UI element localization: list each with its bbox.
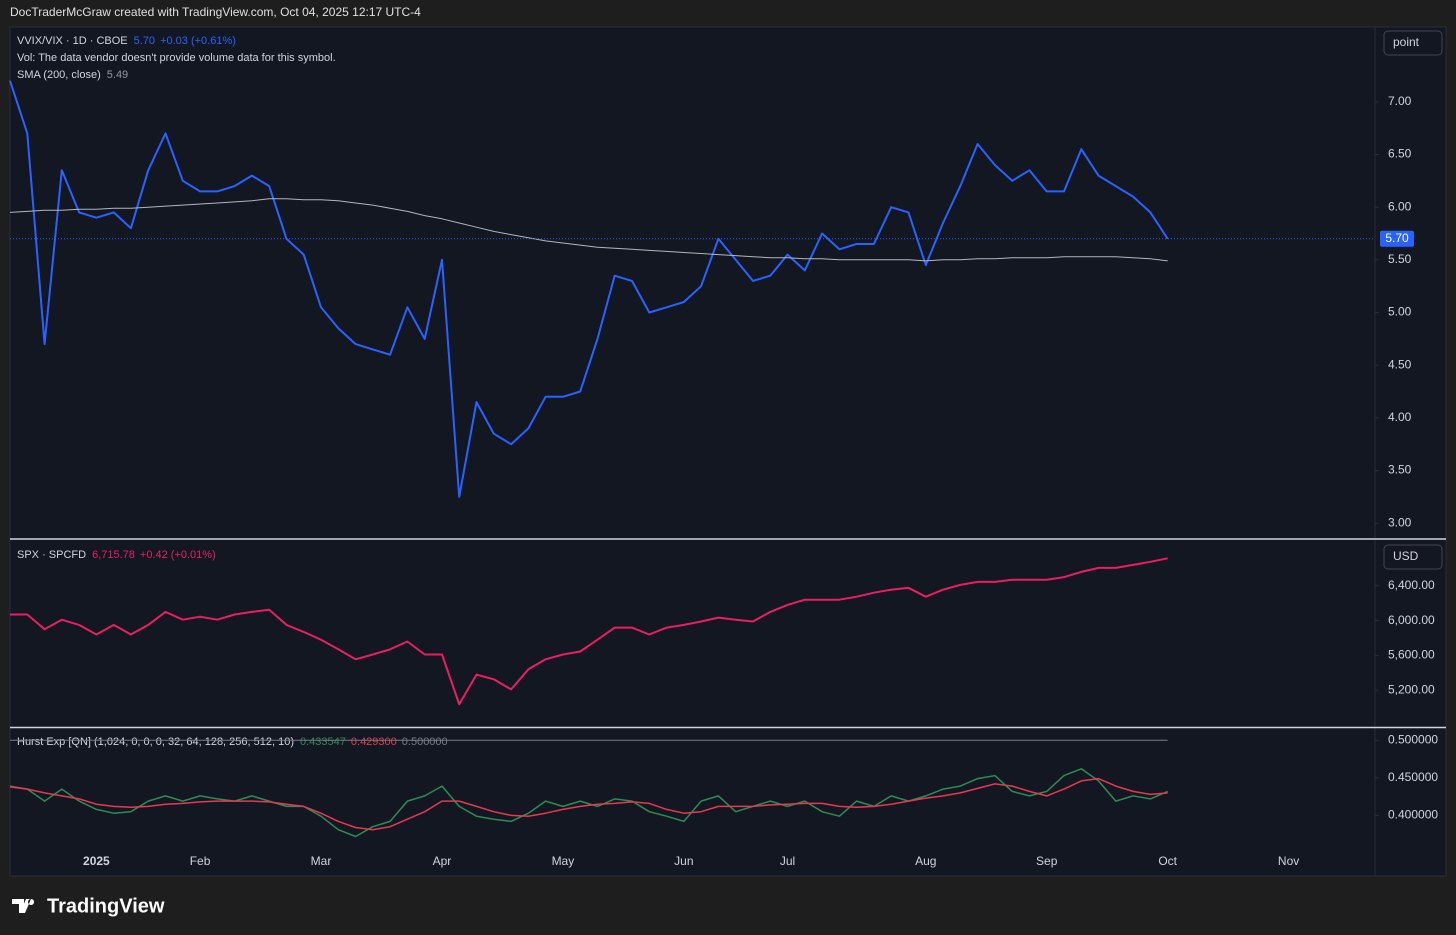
y-tick-label: 4.50 (1388, 357, 1412, 371)
indicator-title: Hurst Exp [QN] (1,024, 0, 0, 0, 32, 64, … (17, 736, 294, 748)
series-line (9, 768, 1168, 838)
indicator-value: 0.500000 (402, 736, 448, 748)
price-change: +0.42 (+0.01%) (140, 549, 216, 561)
x-tick-label: Sep (1036, 854, 1058, 868)
logo-icon (12, 899, 35, 913)
y-tick-label: 5.50 (1388, 252, 1412, 266)
chart-frame (9, 26, 1447, 877)
y-tick-label: 6,000.00 (1388, 613, 1435, 627)
y-tick-label: 5,600.00 (1388, 648, 1435, 662)
y-tick-label: 6.50 (1388, 147, 1412, 161)
x-tick-label: Jun (674, 854, 693, 868)
y-tick-label: 4.00 (1388, 410, 1412, 424)
currency-button-label[interactable]: USD (1393, 549, 1419, 563)
y-tick-label: 3.50 (1388, 463, 1412, 477)
last-price: 6,715.78 (92, 549, 135, 561)
y-tick-label: 6,400.00 (1388, 578, 1435, 592)
x-tick-label: Nov (1278, 854, 1299, 868)
y-tick-label: 6.00 (1388, 199, 1412, 213)
scale-button-label[interactable]: point (1393, 35, 1420, 49)
x-tick-label: Jul (780, 854, 795, 868)
y-tick-label: 5,200.00 (1388, 682, 1435, 696)
legend-row: SMA (200, close) 5.49 (17, 69, 128, 81)
series-line (9, 198, 1168, 262)
indicator-value: 0.429300 (351, 736, 397, 748)
y-tick-label: 0.500000 (1388, 732, 1438, 746)
series-line (9, 80, 1169, 498)
last-price: 5.70 (134, 35, 155, 47)
y-tick-label: 3.00 (1388, 515, 1412, 529)
x-tick-label: May (552, 854, 575, 868)
volume-note: Vol: The data vendor doesn't provide vol… (17, 52, 336, 64)
series-line (9, 777, 1168, 831)
legend-row: Hurst Exp [QN] (1,024, 0, 0, 0, 32, 64, … (17, 736, 448, 748)
x-tick-label: Aug (915, 854, 936, 868)
symbol-title: VVIX/VIX · 1D · CBOE (17, 35, 128, 47)
sma-name: SMA (200, close) (17, 69, 101, 81)
series-line (10, 557, 1168, 706)
price-tag (1380, 230, 1414, 247)
indicator-value: 0.433547 (300, 736, 346, 748)
scale-button[interactable] (1383, 30, 1443, 56)
price-tag-label: 5.70 (1385, 231, 1409, 245)
x-tick-label: 2025 (83, 854, 110, 868)
brand: TradingView (47, 895, 165, 917)
x-tick-label: Apr (433, 854, 452, 868)
currency-button[interactable] (1383, 544, 1443, 570)
header-text: DocTraderMcGraw created with TradingView… (10, 5, 421, 19)
x-tick-label: Mar (311, 854, 332, 868)
x-tick-label: Oct (1158, 854, 1177, 868)
y-tick-label: 0.450000 (1388, 770, 1438, 784)
x-tick-label: Feb (190, 854, 211, 868)
y-tick-label: 0.400000 (1388, 808, 1438, 822)
price-change: +0.03 (+0.61%) (160, 35, 236, 47)
legend-row: SPX · SPCFD 6,715.78 +0.42 (+0.01%) (17, 549, 216, 561)
sma-value: 5.49 (107, 69, 128, 81)
legend-row: VVIX/VIX · 1D · CBOE 5.70 +0.03 (+0.61%) (17, 35, 236, 47)
y-tick-label: 5.00 (1388, 305, 1412, 319)
y-tick-label: 7.00 (1388, 94, 1412, 108)
symbol-title: SPX · SPCFD (17, 549, 86, 561)
logo: TradingView (12, 895, 165, 917)
